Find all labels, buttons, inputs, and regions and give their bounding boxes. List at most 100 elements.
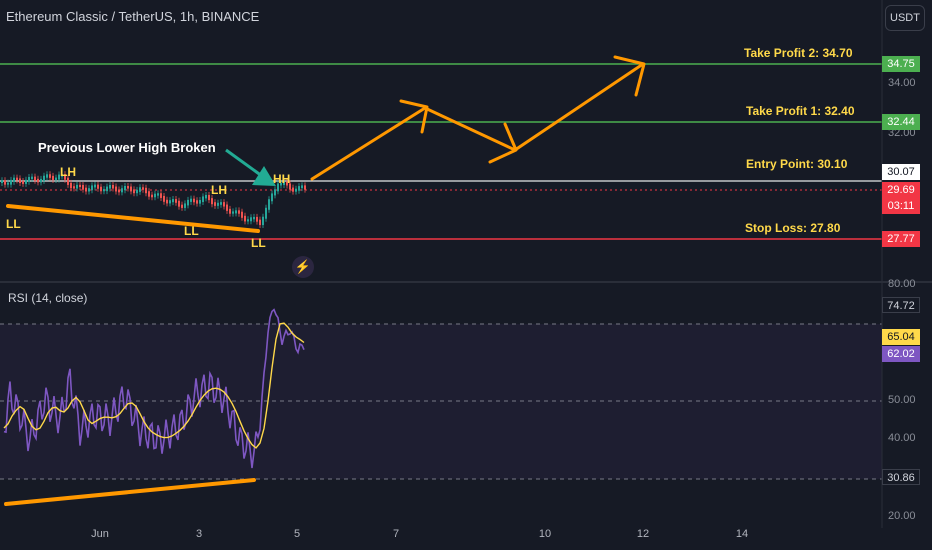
candle-body [49, 174, 51, 178]
candle-body [133, 189, 135, 194]
candle-body [235, 210, 237, 214]
candle-body [295, 188, 297, 192]
candle-body [61, 174, 63, 177]
candle-body [130, 186, 132, 192]
candle-body [199, 200, 201, 204]
candle-body [79, 184, 81, 188]
candle-body [247, 219, 249, 222]
tp2-price-tag: 34.75 [882, 56, 920, 72]
currency-button[interactable]: USDT [885, 5, 925, 31]
candle-body [127, 185, 129, 189]
candle-body [55, 177, 57, 181]
candle-body [202, 196, 204, 203]
candle-body [244, 215, 246, 222]
candle-body [262, 216, 264, 226]
rsi-value-tag: 65.04 [882, 329, 920, 345]
time-label-5: 5 [293, 528, 301, 540]
candle-body [280, 182, 282, 186]
rsi-tick-40: 40.00 [888, 432, 916, 444]
candle-body [43, 175, 45, 181]
candle-body [277, 183, 279, 192]
candle-body [169, 200, 171, 204]
candle-body [19, 178, 21, 183]
candle-body [34, 176, 36, 181]
time-label-jun: Jun [91, 528, 109, 540]
candle-body [241, 211, 243, 218]
rsi-low-tag: 30.86 [882, 469, 920, 485]
candle-body [232, 211, 234, 214]
rsi-ma-line [3, 322, 305, 449]
entry-point-label: Entry Point: 30.10 [746, 157, 848, 171]
candle-body [238, 210, 240, 214]
projection-path [310, 55, 646, 181]
rsi-title[interactable]: RSI (14, close) [8, 291, 88, 305]
candle-body [163, 195, 165, 202]
candle-body [70, 182, 72, 189]
candle-body [154, 193, 156, 198]
previous-lower-high-label: Previous Lower High Broken [38, 140, 216, 155]
candle-body [13, 177, 15, 182]
candle-body [25, 179, 27, 184]
candle-body [151, 194, 153, 198]
swing-label-lh-1: LH [60, 165, 76, 179]
candle-body [37, 178, 39, 183]
time-label-14: 14 [735, 528, 749, 540]
candle-body [193, 198, 195, 203]
swing-label-hh: HH [273, 172, 291, 186]
candle-body [73, 186, 75, 189]
candle-body [145, 187, 147, 194]
candle-body [97, 184, 99, 189]
rsi-divergence-trendline [4, 478, 256, 506]
candle-body [4, 180, 6, 185]
candle-body [82, 185, 84, 190]
candle-body [208, 194, 210, 201]
price-candles [1, 171, 306, 229]
candle-body [178, 200, 180, 207]
candle-body [253, 216, 255, 220]
candle-body [268, 199, 270, 210]
candle-body [211, 198, 213, 205]
candle-body [28, 177, 30, 182]
time-label-7: 7 [392, 528, 400, 540]
time-label-12: 12 [636, 528, 650, 540]
candle-body [142, 187, 144, 190]
candle-body [304, 185, 306, 190]
candle-body [292, 187, 294, 192]
candle-body [205, 194, 207, 199]
candle-body [172, 199, 174, 203]
swing-label-ll-1: LL [6, 217, 21, 231]
candle-body [286, 181, 288, 186]
candle-body [157, 193, 159, 196]
take-profit-1-label: Take Profit 1: 32.40 [746, 104, 855, 118]
candle-body [265, 207, 267, 219]
candle-body [256, 216, 258, 222]
countdown-tag: 03:11 [882, 198, 920, 214]
flash-icon[interactable]: ⚡ [292, 256, 314, 278]
candle-body [112, 185, 114, 189]
candle-body [91, 185, 93, 191]
swing-label-ll-3: LL [251, 236, 266, 250]
last-price-tag: 29.69 [882, 182, 920, 198]
candle-body [10, 179, 12, 185]
rsi-tick-20: 20.00 [888, 510, 916, 522]
candle-body [100, 186, 102, 192]
candle-body [76, 184, 78, 189]
candle-body [259, 219, 261, 226]
teal-arrow [225, 148, 276, 186]
candle-body [94, 184, 96, 188]
candle-body [118, 189, 120, 193]
swing-label-ll-2: LL [184, 224, 199, 238]
candle-body [46, 174, 48, 178]
candle-body [283, 181, 285, 185]
candle-body [124, 185, 126, 191]
candle-body [139, 187, 141, 192]
candle-body [67, 177, 69, 185]
candle-body [166, 199, 168, 204]
candle-body [115, 186, 117, 192]
candle-body [64, 174, 66, 180]
time-label-3: 3 [195, 528, 203, 540]
candle-body [226, 204, 228, 211]
candle-body [88, 188, 90, 192]
symbol-title[interactable]: Ethereum Classic / TetherUS, 1h, BINANCE [6, 9, 260, 24]
